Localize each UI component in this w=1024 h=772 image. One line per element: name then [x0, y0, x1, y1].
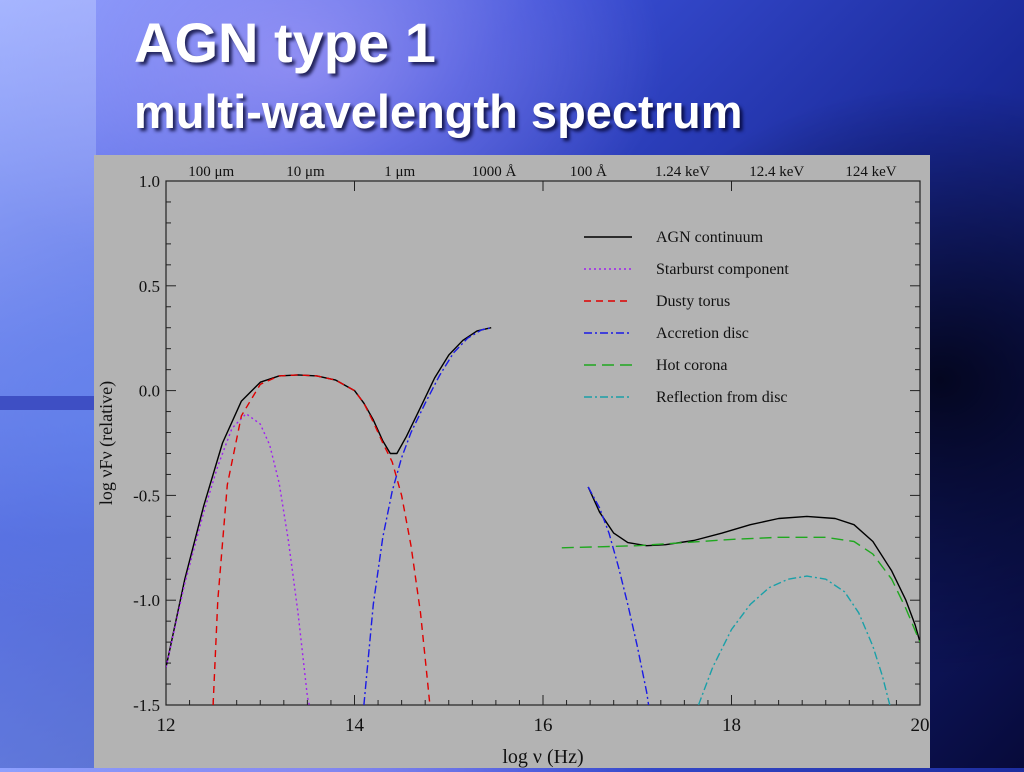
legend-label: Starburst component: [656, 261, 789, 278]
x-tick-label: 18: [722, 715, 741, 736]
top-axis-label: 1000 Å: [472, 164, 517, 180]
series-line: [166, 413, 310, 705]
legend-label: Accretion disc: [656, 325, 749, 342]
x-axis-label: log ν (Hz): [502, 746, 583, 768]
x-tick-label: 12: [157, 715, 176, 736]
left-decor-bar: [0, 396, 94, 410]
spectrum-chart: 12 14 16 18 20 1.0 0.5 0.0 -0.5 -1.0 -1.5 100 μm 10 …: [96, 164, 930, 768]
series-line: [697, 575, 891, 705]
legend-label: Hot corona: [656, 357, 728, 374]
y-tick-label: 0.5: [139, 277, 160, 296]
series-line: [363, 327, 492, 705]
x-tick-label: 20: [911, 715, 930, 736]
top-axis-label: 100 Å: [570, 164, 607, 180]
y-tick-label: 0.0: [139, 382, 160, 401]
series-line: [166, 327, 492, 668]
top-axis-label: 124 keV: [845, 164, 896, 180]
y-tick-label: -1.0: [133, 591, 160, 610]
series-line: [587, 486, 650, 705]
x-tick-label: 14: [345, 715, 365, 736]
left-decor-band: [0, 0, 96, 768]
series-line: [212, 374, 431, 705]
plot-frame: [165, 180, 921, 706]
legend-label: AGN continuum: [656, 229, 764, 246]
top-axis-label: 100 μm: [188, 164, 234, 180]
x-tick-label: 16: [534, 715, 553, 736]
legend-label: Reflection from disc: [656, 389, 788, 406]
top-axis-label: 12.4 keV: [749, 164, 804, 180]
legend-label: Dusty torus: [656, 293, 730, 310]
top-axis-label: 1.24 keV: [655, 164, 710, 180]
slide-subtitle: multi-wavelength spectrum: [134, 85, 743, 138]
series-line: [561, 536, 920, 643]
plot-panel: 12 14 16 18 20 1.0 0.5 0.0 -0.5 -1.0 -1.5 100 μm 10 …: [94, 155, 930, 768]
top-axis-label: 10 μm: [286, 164, 325, 180]
y-tick-label: 1.0: [139, 172, 160, 191]
y-tick-label: -0.5: [133, 486, 160, 505]
series-line: [587, 486, 920, 643]
slide-title: AGN type 1: [134, 11, 436, 74]
top-axis-label: 1 μm: [384, 164, 415, 180]
y-tick-label: -1.5: [133, 696, 160, 715]
y-axis-label: log νFν (relative): [96, 381, 117, 505]
